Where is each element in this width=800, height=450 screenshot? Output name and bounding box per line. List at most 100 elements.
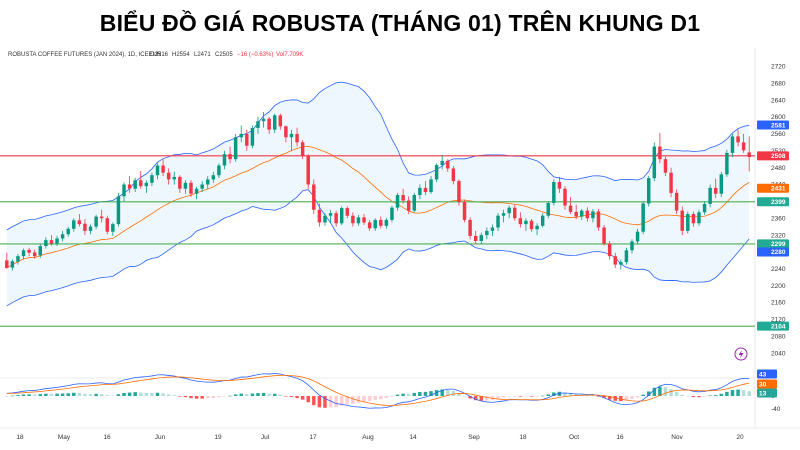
- macd-histogram-bar: [462, 395, 467, 397]
- candle-body: [127, 184, 132, 189]
- macd-histogram-bar: [412, 392, 417, 396]
- macd-histogram-bar: [652, 387, 657, 396]
- macd-histogram-bar: [373, 396, 377, 400]
- macd-histogram-bar: [619, 396, 623, 402]
- macd-histogram-bar: [77, 392, 82, 396]
- candle-body: [99, 216, 104, 219]
- price-badge: [757, 183, 789, 193]
- macd-histogram-bar: [356, 396, 361, 403]
- candle-body: [736, 136, 740, 143]
- candle-body: [384, 219, 389, 226]
- candle-body: [83, 223, 87, 231]
- macd-histogram-bar: [496, 396, 500, 399]
- candle-body: [116, 196, 121, 225]
- macd-histogram-bar: [585, 395, 590, 397]
- macd-histogram-bar: [630, 396, 634, 400]
- price-tick-label: 2080: [771, 333, 786, 340]
- candle-body: [228, 154, 232, 160]
- macd-histogram-bar: [194, 396, 199, 399]
- macd-histogram-bar: [88, 394, 93, 396]
- macd-histogram-bar: [328, 396, 333, 408]
- macd-histogram-bar: [635, 396, 640, 398]
- candle-body: [267, 118, 271, 130]
- macd-histogram-bar: [155, 392, 160, 396]
- candle-body: [295, 133, 299, 143]
- candle-body: [423, 187, 428, 193]
- candle-body: [496, 215, 500, 228]
- candle-body: [94, 216, 98, 227]
- macd-histogram-bar: [178, 396, 182, 397]
- macd-histogram-bar: [267, 393, 271, 396]
- macd-histogram-bar: [55, 393, 59, 396]
- candle-body: [256, 121, 260, 128]
- candle-body: [345, 208, 350, 216]
- time-axis-label: 17: [309, 434, 317, 441]
- candle-body: [725, 152, 729, 175]
- macd-histogram-bar: [546, 394, 550, 396]
- macd-histogram-bar: [602, 396, 606, 399]
- candle-body: [194, 188, 199, 194]
- price-badge-label: 2431: [771, 186, 786, 193]
- candle-body: [607, 243, 612, 257]
- macd-histogram-bar: [351, 396, 355, 404]
- price-tick-label: 2680: [771, 80, 786, 87]
- candle-body: [401, 195, 405, 201]
- candle-body: [261, 118, 266, 122]
- candle-body: [245, 133, 249, 146]
- macd-histogram-bar: [557, 391, 562, 396]
- ohlc-volume: Vol7.709K: [276, 52, 303, 58]
- lightning-icon[interactable]: [734, 347, 748, 361]
- price-tick-label: 2640: [771, 97, 786, 104]
- macd-histogram-bar: [552, 392, 556, 396]
- macd-histogram-bar: [479, 396, 483, 401]
- candle-body: [568, 205, 573, 212]
- ohlc-low: L2471: [194, 52, 211, 58]
- candle-body: [60, 234, 65, 239]
- candle-body: [55, 238, 59, 244]
- macd-histogram-bar: [278, 394, 283, 396]
- macd-histogram-bar: [674, 391, 679, 396]
- candle-body: [189, 182, 193, 194]
- candle-body: [150, 175, 154, 183]
- macd-histogram-bar: [16, 395, 20, 396]
- horizontal-levels: [0, 155, 755, 327]
- macd-histogram-bar: [323, 396, 327, 408]
- price-badge-label: 2508: [771, 153, 786, 160]
- candle-body: [239, 133, 243, 138]
- macd-histogram-bar: [669, 389, 673, 396]
- macd-histogram-bar: [613, 396, 617, 401]
- candle-body: [552, 181, 556, 204]
- time-axis-label: Sep: [468, 434, 480, 441]
- macd-badge: [757, 379, 777, 389]
- macd-badge: [757, 388, 777, 398]
- macd-histogram-bar: [568, 393, 573, 396]
- candle-body: [429, 179, 433, 193]
- macd-histogram-bar: [686, 395, 690, 397]
- candle-body: [501, 213, 506, 216]
- candle-body: [233, 137, 238, 160]
- macd-histogram-bar: [423, 391, 428, 396]
- candle-body: [328, 213, 333, 216]
- bollinger-fill: [6, 82, 750, 306]
- time-axis-labels: 18 May 16 Jun 19 Jul 17 Aug 14 Sep 18 Oct 16 Nov 20: [16, 434, 744, 441]
- candle-body: [747, 152, 751, 158]
- macd-histogram-bar: [501, 396, 506, 398]
- candle-body: [334, 213, 338, 224]
- macd-histogram-bar: [730, 390, 735, 396]
- macd-histogram-bar: [150, 392, 154, 396]
- bollinger-lower-line: [6, 189, 750, 307]
- macd-histogram-bar: [239, 393, 243, 396]
- macd-histogram-bar: [390, 396, 394, 397]
- candle-body: [613, 256, 617, 265]
- macd-histogram-bar: [507, 396, 511, 397]
- macd-histogram-bar: [540, 395, 545, 397]
- price-chart[interactable]: ROBUSTA COFFEE FUTURES (JAN 2024), 1D, I…: [0, 48, 800, 450]
- candle-body: [66, 228, 70, 235]
- price-tick-label: 2240: [771, 266, 786, 273]
- macd-histogram-bar: [401, 393, 405, 396]
- candle-body: [10, 261, 15, 268]
- price-tick-label: 2040: [771, 350, 786, 357]
- candle-body: [183, 182, 188, 189]
- candles: [5, 111, 751, 271]
- candle-body: [540, 215, 545, 226]
